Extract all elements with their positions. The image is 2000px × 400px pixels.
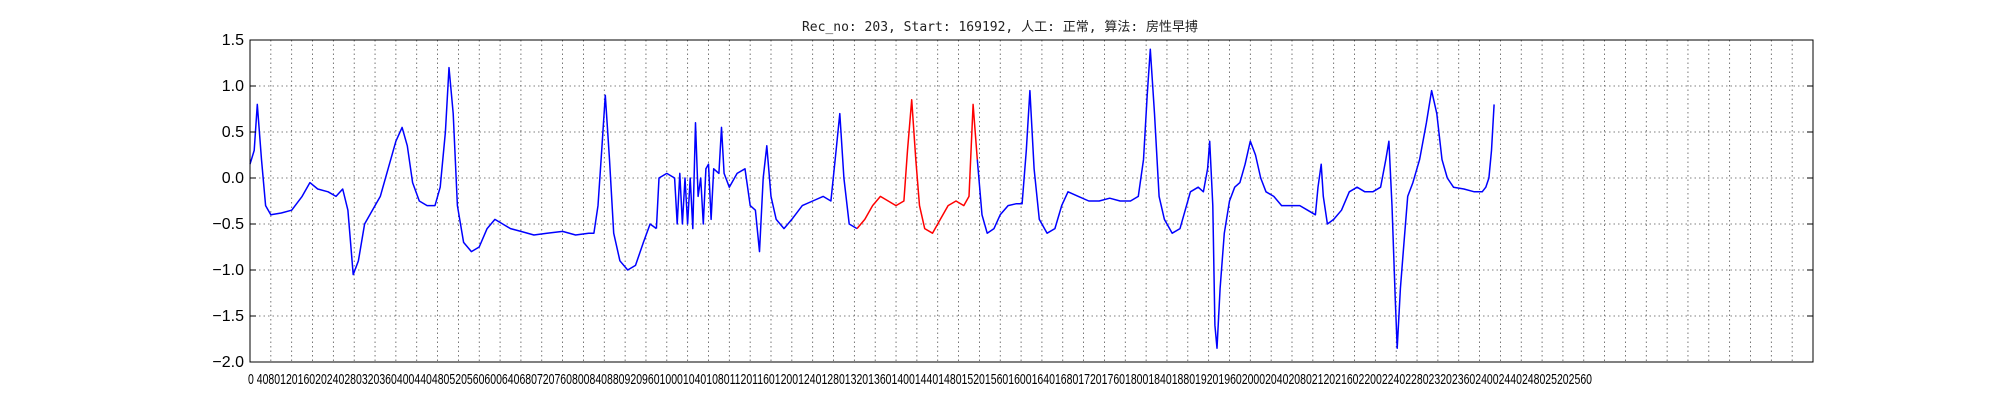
x-tick-labels: 0 40801201602024028032036040044048052056… <box>248 371 1592 388</box>
y-tick-label: −1.0 <box>212 262 244 279</box>
series-line-1 <box>655 112 858 253</box>
y-tick-label: 1.5 <box>222 32 244 49</box>
y-axis: 1.5 1.0 0.5 0.0 −0.5 −1.0 −1.5 −2.0 <box>212 32 1813 371</box>
y-tick-label: 0.5 <box>222 124 244 141</box>
y-tick-label: 1.0 <box>222 78 244 95</box>
plot-frame <box>249 39 1814 363</box>
y-tick-label: −1.5 <box>212 308 244 325</box>
series-line-3 <box>976 48 1495 349</box>
y-tick-label: −0.5 <box>212 216 244 233</box>
signal-series <box>249 48 1495 349</box>
series-line-0 <box>249 66 657 276</box>
chart-title: Rec_no: 203, Start: 169192, 人工: 正常, 算法: … <box>802 19 1198 35</box>
y-tick-label: −2.0 <box>212 354 244 371</box>
y-tick-label: 0.0 <box>222 170 244 187</box>
grid-lines <box>250 40 1813 362</box>
highlighted-series-line-2 <box>856 99 979 234</box>
